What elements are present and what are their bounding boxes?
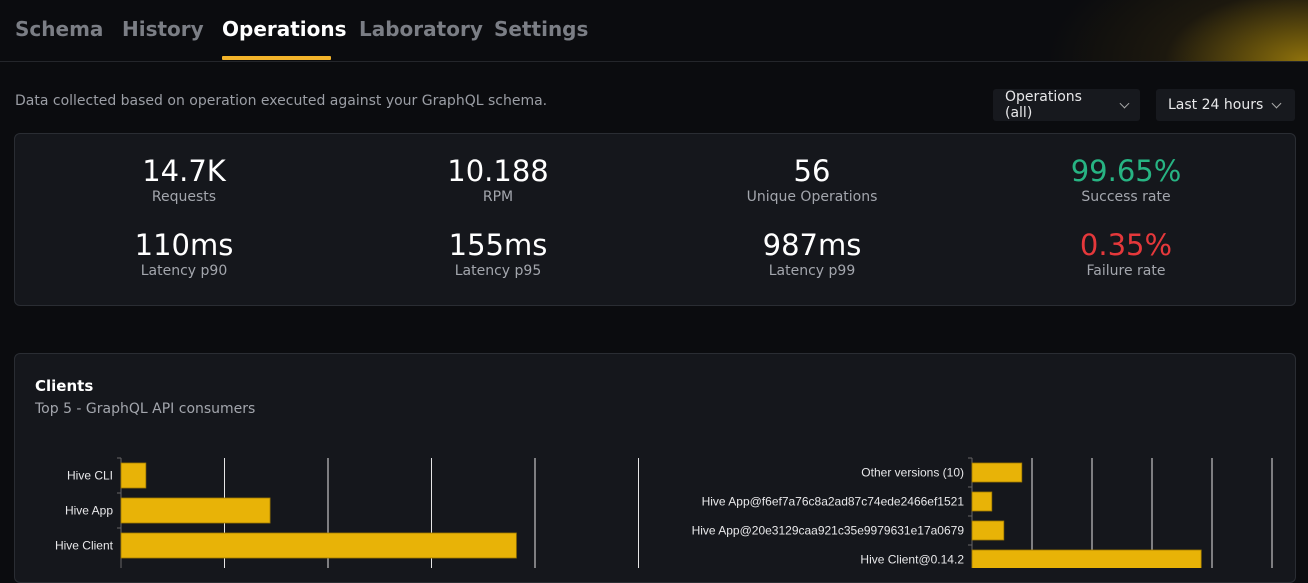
stat-latency-p99: 987ms Latency p99	[662, 228, 962, 279]
period-dropdown[interactable]: Last 24 hours	[1156, 89, 1295, 121]
tab-laboratory[interactable]: Laboratory	[359, 17, 483, 41]
chevron-down-icon	[1119, 98, 1130, 108]
stat-rpm: 10.188 RPM	[348, 154, 648, 205]
stat-value: 10.188	[447, 154, 549, 188]
chevron-down-icon	[1271, 98, 1282, 108]
operations-filter-label: Operations (all)	[1005, 89, 1082, 121]
stat-value: 110ms	[134, 228, 234, 262]
stat-label: Unique Operations	[746, 189, 878, 205]
tab-schema[interactable]: Schema	[15, 17, 104, 41]
stat-label: RPM	[482, 189, 514, 205]
clients-card: Clients Top 5 - GraphQL API consumers	[14, 353, 1296, 583]
tab-operations[interactable]: Operations	[222, 17, 347, 41]
stat-latency-p95: 155ms Latency p95	[348, 228, 648, 279]
stat-label: Success rate	[1081, 189, 1171, 205]
operations-filter-dropdown[interactable]: Operations (all)	[993, 89, 1140, 121]
clients-subtitle: Top 5 - GraphQL API consumers	[35, 401, 256, 417]
clients-title: Clients	[35, 377, 94, 395]
tab-history[interactable]: History	[122, 17, 204, 41]
page-description: Data collected based on operation execut…	[15, 93, 548, 109]
stat-value: 56	[793, 154, 831, 188]
stat-value: 0.35%	[1079, 228, 1173, 262]
top-navigation: Schema History Operations Laboratory Set…	[0, 0, 1308, 62]
stat-value: 99.65%	[1070, 154, 1182, 188]
stat-success-rate: 99.65% Success rate	[976, 154, 1276, 205]
stat-label: Latency p90	[140, 263, 228, 279]
stat-label: Latency p99	[768, 263, 856, 279]
stat-value: 14.7K	[142, 154, 226, 188]
tab-settings[interactable]: Settings	[494, 17, 589, 41]
stat-value: 155ms	[448, 228, 548, 262]
stat-value: 987ms	[762, 228, 862, 262]
stat-requests: 14.7K Requests	[34, 154, 334, 205]
stat-latency-p90: 110ms Latency p90	[34, 228, 334, 279]
stats-panel: 14.7K Requests 10.188 RPM 56 Unique Operati…	[14, 133, 1296, 306]
active-tab-indicator	[222, 56, 331, 60]
stat-label: Failure rate	[1086, 263, 1166, 279]
stat-unique-operations: 56 Unique Operations	[662, 154, 962, 205]
period-label: Last 24 hours	[1168, 97, 1264, 113]
stat-failure-rate: 0.35% Failure rate	[976, 228, 1276, 279]
stat-label: Requests	[151, 189, 217, 205]
stat-label: Latency p95	[454, 263, 542, 279]
